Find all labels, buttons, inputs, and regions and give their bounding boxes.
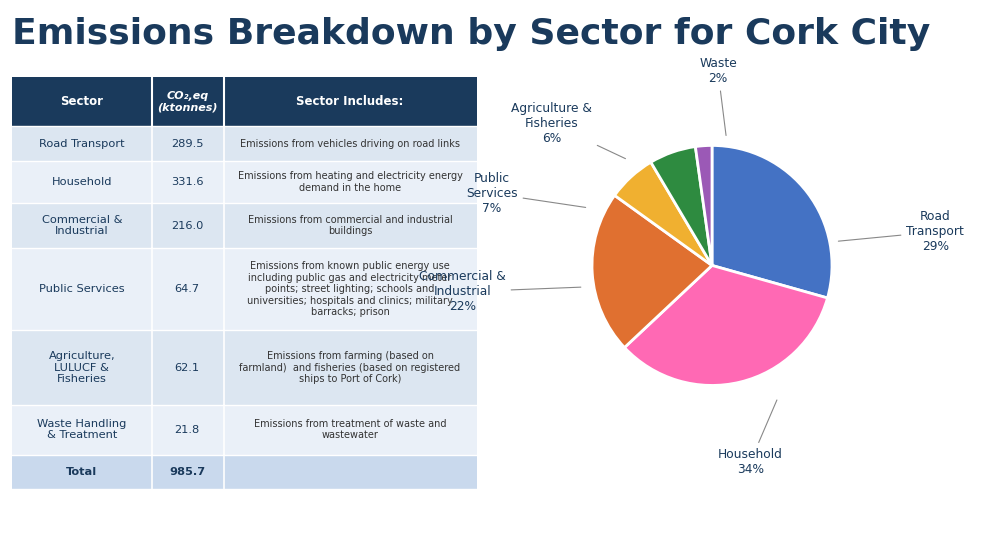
- Text: Emissions from commercial and industrial
buildings: Emissions from commercial and industrial…: [248, 215, 452, 236]
- Text: Road
Transport
29%: Road Transport 29%: [838, 210, 964, 253]
- FancyBboxPatch shape: [12, 161, 477, 204]
- FancyBboxPatch shape: [12, 455, 477, 489]
- Text: 3rd
May
2023: 3rd May 2023: [960, 507, 985, 541]
- Wedge shape: [615, 162, 712, 265]
- Text: Dr. Marguerite Nyhan (Lead Consultant): Dr. Marguerite Nyhan (Lead Consultant): [8, 509, 207, 519]
- Wedge shape: [695, 145, 712, 265]
- Wedge shape: [592, 195, 712, 347]
- Text: Public
Services
7%: Public Services 7%: [466, 172, 586, 215]
- Text: Lily Purcell & Anna O'Regan: Lily Purcell & Anna O'Regan: [8, 542, 147, 552]
- Text: 331.6: 331.6: [171, 177, 204, 187]
- Text: Agriculture &
Fisheries
6%: Agriculture & Fisheries 6%: [511, 102, 625, 159]
- FancyBboxPatch shape: [12, 126, 477, 161]
- Text: 62.1: 62.1: [175, 363, 200, 373]
- Text: 21.8: 21.8: [175, 425, 200, 435]
- Wedge shape: [651, 147, 712, 265]
- Text: Emissions Breakdown by Sector for Cork City: Emissions Breakdown by Sector for Cork C…: [12, 17, 930, 50]
- Text: Commercial &
Industrial
22%: Commercial & Industrial 22%: [419, 270, 581, 314]
- FancyBboxPatch shape: [12, 405, 477, 455]
- Text: Sector: Sector: [60, 95, 103, 108]
- Text: CO₂,eq
(ktonnes): CO₂,eq (ktonnes): [157, 91, 218, 113]
- Text: Waste Handling
& Treatment: Waste Handling & Treatment: [37, 419, 126, 440]
- FancyBboxPatch shape: [12, 331, 477, 405]
- Text: Total: Total: [66, 467, 97, 477]
- Text: 985.7: 985.7: [169, 467, 205, 477]
- Text: Dr. Connor McGookin: Dr. Connor McGookin: [8, 527, 113, 537]
- Text: Public Services: Public Services: [39, 284, 125, 294]
- Wedge shape: [624, 265, 828, 385]
- Text: 64.7: 64.7: [175, 284, 200, 294]
- Text: Sector Includes:: Sector Includes:: [296, 95, 404, 108]
- Wedge shape: [712, 145, 832, 298]
- Text: Road Transport: Road Transport: [39, 139, 125, 149]
- Text: Emissions from known public energy use
including public gas and electricity mete: Emissions from known public energy use i…: [247, 261, 453, 317]
- Text: Household
34%: Household 34%: [718, 400, 783, 476]
- Text: 289.5: 289.5: [171, 139, 204, 149]
- Text: Agriculture,
LULUCF &
Fisheries: Agriculture, LULUCF & Fisheries: [48, 351, 115, 384]
- Text: Emissions from heating and electricity energy
demand in the home: Emissions from heating and electricity e…: [238, 171, 462, 193]
- FancyBboxPatch shape: [12, 204, 477, 248]
- Text: Household: Household: [52, 177, 112, 187]
- Text: Commercial &
Industrial: Commercial & Industrial: [42, 215, 122, 236]
- Text: Emissions from treatment of waste and
wastewater: Emissions from treatment of waste and wa…: [254, 419, 446, 440]
- FancyBboxPatch shape: [12, 248, 477, 331]
- Text: Emissions from farming (based on
farmland)  and fisheries (based on registered
s: Emissions from farming (based on farmlan…: [239, 351, 461, 384]
- Text: 216.0: 216.0: [171, 221, 203, 231]
- Text: Emissions from vehicles driving on road links: Emissions from vehicles driving on road …: [240, 139, 460, 149]
- Text: Waste
2%: Waste 2%: [699, 58, 737, 135]
- FancyBboxPatch shape: [12, 77, 477, 126]
